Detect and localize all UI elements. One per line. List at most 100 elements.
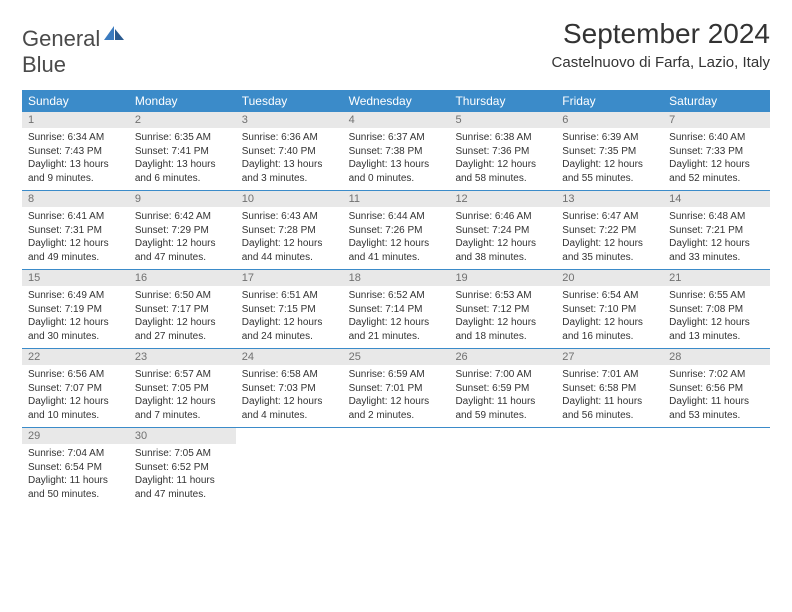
daylight-line: Daylight: 12 hours and 38 minutes. <box>455 237 550 264</box>
sunset-line: Sunset: 7:29 PM <box>135 224 230 238</box>
day-cell: 18Sunrise: 6:52 AMSunset: 7:14 PMDayligh… <box>343 270 450 348</box>
day-content: Sunrise: 6:42 AMSunset: 7:29 PMDaylight:… <box>129 207 236 268</box>
day-number: 18 <box>343 270 450 286</box>
day-number: 17 <box>236 270 343 286</box>
daylight-line: Daylight: 12 hours and 27 minutes. <box>135 316 230 343</box>
empty-cell <box>556 428 663 506</box>
day-number: 3 <box>236 112 343 128</box>
sunset-line: Sunset: 6:52 PM <box>135 461 230 475</box>
day-number: 24 <box>236 349 343 365</box>
day-content: Sunrise: 6:48 AMSunset: 7:21 PMDaylight:… <box>663 207 770 268</box>
calendar: Sunday Monday Tuesday Wednesday Thursday… <box>22 90 770 506</box>
day-number: 20 <box>556 270 663 286</box>
sunrise-line: Sunrise: 6:44 AM <box>349 210 444 224</box>
day-content: Sunrise: 7:01 AMSunset: 6:58 PMDaylight:… <box>556 365 663 426</box>
daylight-line: Daylight: 13 hours and 0 minutes. <box>349 158 444 185</box>
day-cell: 21Sunrise: 6:55 AMSunset: 7:08 PMDayligh… <box>663 270 770 348</box>
sunrise-line: Sunrise: 6:43 AM <box>242 210 337 224</box>
day-number: 26 <box>449 349 556 365</box>
day-content: Sunrise: 6:44 AMSunset: 7:26 PMDaylight:… <box>343 207 450 268</box>
day-cell: 12Sunrise: 6:46 AMSunset: 7:24 PMDayligh… <box>449 191 556 269</box>
sunrise-line: Sunrise: 6:55 AM <box>669 289 764 303</box>
day-content: Sunrise: 7:05 AMSunset: 6:52 PMDaylight:… <box>129 444 236 505</box>
day-number: 4 <box>343 112 450 128</box>
sunrise-line: Sunrise: 6:39 AM <box>562 131 657 145</box>
day-cell: 9Sunrise: 6:42 AMSunset: 7:29 PMDaylight… <box>129 191 236 269</box>
day-header-sunday: Sunday <box>22 90 129 112</box>
weeks-container: 1Sunrise: 6:34 AMSunset: 7:43 PMDaylight… <box>22 112 770 506</box>
week-row: 15Sunrise: 6:49 AMSunset: 7:19 PMDayligh… <box>22 270 770 349</box>
sunset-line: Sunset: 7:40 PM <box>242 145 337 159</box>
daylight-line: Daylight: 12 hours and 21 minutes. <box>349 316 444 343</box>
daylight-line: Daylight: 11 hours and 53 minutes. <box>669 395 764 422</box>
day-content: Sunrise: 6:36 AMSunset: 7:40 PMDaylight:… <box>236 128 343 189</box>
sunset-line: Sunset: 7:01 PM <box>349 382 444 396</box>
day-content: Sunrise: 6:40 AMSunset: 7:33 PMDaylight:… <box>663 128 770 189</box>
day-content: Sunrise: 6:59 AMSunset: 7:01 PMDaylight:… <box>343 365 450 426</box>
day-cell: 8Sunrise: 6:41 AMSunset: 7:31 PMDaylight… <box>22 191 129 269</box>
sunrise-line: Sunrise: 6:56 AM <box>28 368 123 382</box>
day-content: Sunrise: 6:34 AMSunset: 7:43 PMDaylight:… <box>22 128 129 189</box>
sunset-line: Sunset: 7:21 PM <box>669 224 764 238</box>
day-cell: 2Sunrise: 6:35 AMSunset: 7:41 PMDaylight… <box>129 112 236 190</box>
daylight-line: Daylight: 12 hours and 10 minutes. <box>28 395 123 422</box>
week-row: 22Sunrise: 6:56 AMSunset: 7:07 PMDayligh… <box>22 349 770 428</box>
day-cell: 3Sunrise: 6:36 AMSunset: 7:40 PMDaylight… <box>236 112 343 190</box>
day-cell: 5Sunrise: 6:38 AMSunset: 7:36 PMDaylight… <box>449 112 556 190</box>
day-number: 30 <box>129 428 236 444</box>
daylight-line: Daylight: 12 hours and 4 minutes. <box>242 395 337 422</box>
sunset-line: Sunset: 7:26 PM <box>349 224 444 238</box>
daylight-line: Daylight: 12 hours and 35 minutes. <box>562 237 657 264</box>
day-number: 15 <box>22 270 129 286</box>
logo-text-blue: Blue <box>22 52 66 77</box>
sunset-line: Sunset: 7:17 PM <box>135 303 230 317</box>
sunrise-line: Sunrise: 7:02 AM <box>669 368 764 382</box>
sunset-line: Sunset: 6:58 PM <box>562 382 657 396</box>
logo-text-general: General <box>22 26 100 51</box>
sunrise-line: Sunrise: 6:47 AM <box>562 210 657 224</box>
sunrise-line: Sunrise: 6:37 AM <box>349 131 444 145</box>
day-content: Sunrise: 6:56 AMSunset: 7:07 PMDaylight:… <box>22 365 129 426</box>
sunrise-line: Sunrise: 7:00 AM <box>455 368 550 382</box>
day-content: Sunrise: 6:46 AMSunset: 7:24 PMDaylight:… <box>449 207 556 268</box>
day-number: 13 <box>556 191 663 207</box>
day-content: Sunrise: 6:54 AMSunset: 7:10 PMDaylight:… <box>556 286 663 347</box>
daylight-line: Daylight: 12 hours and 30 minutes. <box>28 316 123 343</box>
logo-text: General Blue <box>22 24 126 78</box>
day-content: Sunrise: 7:02 AMSunset: 6:56 PMDaylight:… <box>663 365 770 426</box>
daylight-line: Daylight: 11 hours and 59 minutes. <box>455 395 550 422</box>
day-cell: 25Sunrise: 6:59 AMSunset: 7:01 PMDayligh… <box>343 349 450 427</box>
title-block: September 2024 Castelnuovo di Farfa, Laz… <box>552 18 770 71</box>
daylight-line: Daylight: 12 hours and 33 minutes. <box>669 237 764 264</box>
day-content: Sunrise: 6:43 AMSunset: 7:28 PMDaylight:… <box>236 207 343 268</box>
day-cell: 11Sunrise: 6:44 AMSunset: 7:26 PMDayligh… <box>343 191 450 269</box>
sunset-line: Sunset: 7:35 PM <box>562 145 657 159</box>
day-header-saturday: Saturday <box>663 90 770 112</box>
daylight-line: Daylight: 11 hours and 50 minutes. <box>28 474 123 501</box>
day-cell: 10Sunrise: 6:43 AMSunset: 7:28 PMDayligh… <box>236 191 343 269</box>
sunrise-line: Sunrise: 6:36 AM <box>242 131 337 145</box>
sunrise-line: Sunrise: 6:49 AM <box>28 289 123 303</box>
sunset-line: Sunset: 7:10 PM <box>562 303 657 317</box>
daylight-line: Daylight: 12 hours and 44 minutes. <box>242 237 337 264</box>
day-content: Sunrise: 6:52 AMSunset: 7:14 PMDaylight:… <box>343 286 450 347</box>
day-cell: 1Sunrise: 6:34 AMSunset: 7:43 PMDaylight… <box>22 112 129 190</box>
day-header-wednesday: Wednesday <box>343 90 450 112</box>
day-content: Sunrise: 6:53 AMSunset: 7:12 PMDaylight:… <box>449 286 556 347</box>
day-content: Sunrise: 6:41 AMSunset: 7:31 PMDaylight:… <box>22 207 129 268</box>
sunset-line: Sunset: 7:43 PM <box>28 145 123 159</box>
sunset-line: Sunset: 7:15 PM <box>242 303 337 317</box>
day-number: 11 <box>343 191 450 207</box>
day-content: Sunrise: 7:04 AMSunset: 6:54 PMDaylight:… <box>22 444 129 505</box>
day-header-thursday: Thursday <box>449 90 556 112</box>
sunrise-line: Sunrise: 6:46 AM <box>455 210 550 224</box>
sunset-line: Sunset: 7:36 PM <box>455 145 550 159</box>
sunrise-line: Sunrise: 7:01 AM <box>562 368 657 382</box>
logo: General Blue <box>22 24 126 78</box>
sunrise-line: Sunrise: 6:48 AM <box>669 210 764 224</box>
sunrise-line: Sunrise: 6:59 AM <box>349 368 444 382</box>
sunset-line: Sunset: 7:05 PM <box>135 382 230 396</box>
daylight-line: Daylight: 12 hours and 7 minutes. <box>135 395 230 422</box>
sunrise-line: Sunrise: 6:40 AM <box>669 131 764 145</box>
sunrise-line: Sunrise: 6:54 AM <box>562 289 657 303</box>
